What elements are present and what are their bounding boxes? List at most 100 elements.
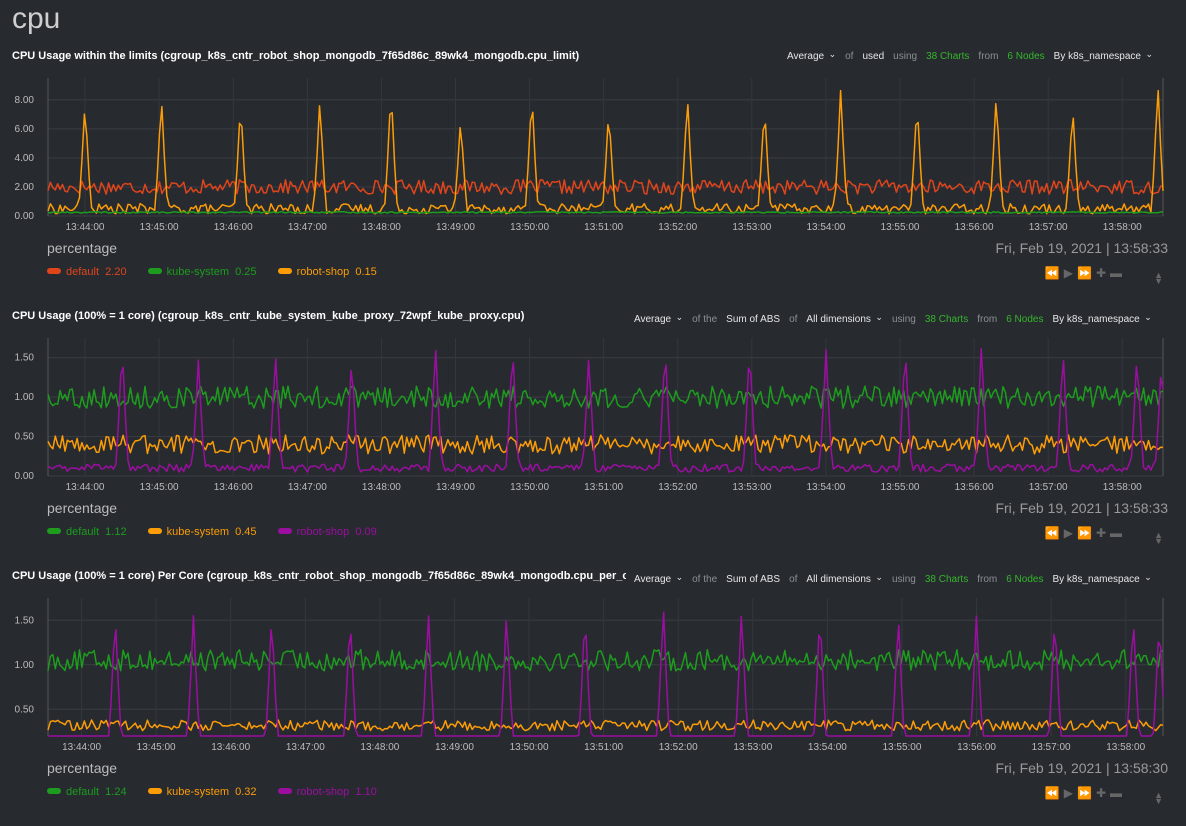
x-tick-label: 13:54:00 bbox=[808, 742, 847, 753]
y-tick-label: 1.50 bbox=[15, 615, 35, 626]
legend-item-kube-system[interactable]: kube-system 0.32 bbox=[147, 786, 257, 798]
play-icon[interactable]: ▶ bbox=[1063, 266, 1077, 280]
y-tick-label: 1.00 bbox=[15, 392, 35, 403]
from-label: from bbox=[977, 574, 998, 585]
group-by-dropdown[interactable]: By k8s_namespace bbox=[1052, 314, 1151, 325]
nodes-count-link[interactable]: 6 Nodes bbox=[1006, 574, 1044, 585]
x-tick-label: 13:51:00 bbox=[584, 222, 623, 233]
x-tick-label: 13:53:00 bbox=[733, 742, 772, 753]
chart-panel-cpu-per-core: CPU Usage (100% = 1 core) Per Core (cgro… bbox=[0, 570, 1186, 826]
x-tick-label: 13:55:00 bbox=[882, 742, 921, 753]
charts-count-link[interactable]: 38 Charts bbox=[926, 51, 970, 62]
x-tick-label: 13:52:00 bbox=[658, 222, 697, 233]
page-title: cpu bbox=[12, 2, 61, 35]
used-label: used bbox=[862, 51, 885, 62]
x-tick-label: 13:44:00 bbox=[66, 222, 105, 233]
x-tick-label: 13:50:00 bbox=[510, 482, 549, 493]
resize-handle-icon[interactable]: ▲ ▼ bbox=[1154, 270, 1163, 286]
pan-right-icon[interactable]: ⏩ bbox=[1076, 266, 1096, 280]
x-tick-label: 13:45:00 bbox=[137, 742, 176, 753]
legend-item-default[interactable]: default 1.24 bbox=[47, 786, 127, 798]
legend-swatch bbox=[147, 528, 162, 534]
legend-item-robot-shop[interactable]: robot-shop 0.09 bbox=[277, 526, 377, 538]
charts-count-link[interactable]: 38 Charts bbox=[924, 314, 969, 325]
y-tick-label: 0.50 bbox=[15, 432, 35, 443]
legend-swatch bbox=[147, 788, 162, 794]
chart-title: CPU Usage (100% = 1 core) Per Core (cgro… bbox=[12, 570, 626, 582]
legend: default 1.12 kube-system 0.45 robot-shop… bbox=[47, 526, 395, 538]
zoom-in-icon[interactable]: ✚ bbox=[1095, 786, 1110, 800]
legend-swatch bbox=[47, 268, 61, 274]
aggregation-dropdown[interactable]: Average bbox=[634, 574, 683, 585]
legend-swatch bbox=[47, 788, 61, 794]
pan-left-icon[interactable]: ⏪ bbox=[1044, 266, 1064, 280]
chart-plot[interactable]: 0.50 1.00 1.50 13:44:00 13:45:00 13:46:00 13:4… bbox=[0, 590, 1186, 770]
legend-value: 0.45 bbox=[235, 526, 257, 538]
x-tick-label: 13:49:00 bbox=[436, 222, 475, 233]
legend-item-kube-system[interactable]: kube-system 0.45 bbox=[147, 526, 257, 538]
aggregation-dropdown[interactable]: Average bbox=[787, 51, 836, 62]
chart-controls: Average of the Sum of ABS of All dimensions u… bbox=[634, 314, 1161, 325]
chart-plot[interactable]: 0.00 2.00 4.00 6.00 8.00 13:44:00 13:45:00 13:4… bbox=[0, 70, 1186, 250]
dimensions-dropdown[interactable]: All dimensions bbox=[806, 314, 883, 325]
legend-item-kube-system[interactable]: kube-system 0.25 bbox=[147, 266, 257, 278]
y-tick-label: 8.00 bbox=[15, 95, 35, 106]
zoom-out-icon[interactable]: ▬ bbox=[1110, 266, 1126, 280]
x-tick-label: 13:49:00 bbox=[436, 482, 475, 493]
x-tick-label: 13:45:00 bbox=[140, 482, 179, 493]
x-tick-label: 13:56:00 bbox=[955, 222, 994, 233]
legend-value: 0.09 bbox=[355, 526, 377, 538]
x-tick-label: 13:58:00 bbox=[1103, 482, 1142, 493]
series-line-robot-shop bbox=[47, 89, 1164, 215]
dimensions-dropdown[interactable]: All dimensions bbox=[806, 574, 883, 585]
pan-left-icon[interactable]: ⏪ bbox=[1044, 526, 1064, 540]
series-line-default bbox=[47, 178, 1164, 195]
resize-handle-icon[interactable]: ▲ ▼ bbox=[1154, 790, 1163, 806]
play-icon[interactable]: ▶ bbox=[1063, 786, 1077, 800]
pan-right-icon[interactable]: ⏩ bbox=[1076, 786, 1096, 800]
legend-item-default[interactable]: default 1.12 bbox=[47, 526, 127, 538]
zoom-in-icon[interactable]: ✚ bbox=[1095, 266, 1110, 280]
zoom-out-icon[interactable]: ▬ bbox=[1110, 786, 1126, 800]
charts-count-link[interactable]: 38 Charts bbox=[924, 574, 969, 585]
play-icon[interactable]: ▶ bbox=[1063, 526, 1077, 540]
y-tick-label: 4.00 bbox=[15, 153, 35, 164]
chart-toolbar: ⏪▶⏩✚▬ bbox=[1045, 266, 1126, 280]
legend-value: 0.25 bbox=[235, 266, 257, 278]
series-line-default bbox=[47, 648, 1164, 672]
legend-item-robot-shop[interactable]: robot-shop 1.10 bbox=[277, 786, 377, 798]
legend-name: kube-system bbox=[166, 786, 229, 798]
group-by-dropdown[interactable]: By k8s_namespace bbox=[1054, 51, 1153, 62]
x-tick-label: 13:46:00 bbox=[211, 742, 250, 753]
legend-value: 1.24 bbox=[105, 786, 127, 798]
of-the-label: of the bbox=[692, 574, 718, 585]
chart-plot[interactable]: 0.00 0.50 1.00 1.50 13:44:00 13:45:00 13:46:00… bbox=[0, 330, 1186, 510]
series-line-kube-system bbox=[47, 210, 1163, 214]
pan-right-icon[interactable]: ⏩ bbox=[1076, 526, 1096, 540]
x-tick-label: 13:55:00 bbox=[881, 482, 920, 493]
legend-name: kube-system bbox=[166, 266, 229, 278]
x-tick-label: 13:45:00 bbox=[140, 222, 179, 233]
x-tick-label: 13:53:00 bbox=[732, 482, 771, 493]
group-by-dropdown[interactable]: By k8s_namespace bbox=[1052, 574, 1151, 585]
y-tick-label: 1.50 bbox=[15, 353, 35, 364]
zoom-in-icon[interactable]: ✚ bbox=[1095, 526, 1110, 540]
nodes-count-link[interactable]: 6 Nodes bbox=[1007, 51, 1045, 62]
zoom-out-icon[interactable]: ▬ bbox=[1110, 526, 1126, 540]
aggregation-dropdown[interactable]: Average bbox=[634, 314, 683, 325]
x-tick-label: 13:52:00 bbox=[659, 742, 698, 753]
units-label: percentage bbox=[47, 760, 118, 776]
nodes-count-link[interactable]: 6 Nodes bbox=[1006, 314, 1044, 325]
legend: default 2.20 kube-system 0.25 robot-shop… bbox=[47, 266, 395, 278]
pan-left-icon[interactable]: ⏪ bbox=[1044, 786, 1064, 800]
x-tick-label: 13:57:00 bbox=[1029, 482, 1068, 493]
legend-item-default[interactable]: default 2.20 bbox=[47, 266, 127, 278]
x-tick-label: 13:58:00 bbox=[1106, 742, 1145, 753]
resize-handle-icon[interactable]: ▲ ▼ bbox=[1154, 530, 1163, 546]
legend-item-robot-shop[interactable]: robot-shop 0.15 bbox=[277, 266, 377, 278]
x-tick-label: 13:50:00 bbox=[510, 742, 549, 753]
y-tick-label: 1.00 bbox=[15, 660, 35, 671]
chart-title: CPU Usage (100% = 1 core) (cgroup_k8s_cn… bbox=[12, 310, 525, 322]
using-label: using bbox=[891, 314, 916, 325]
y-tick-label: 6.00 bbox=[15, 124, 35, 135]
